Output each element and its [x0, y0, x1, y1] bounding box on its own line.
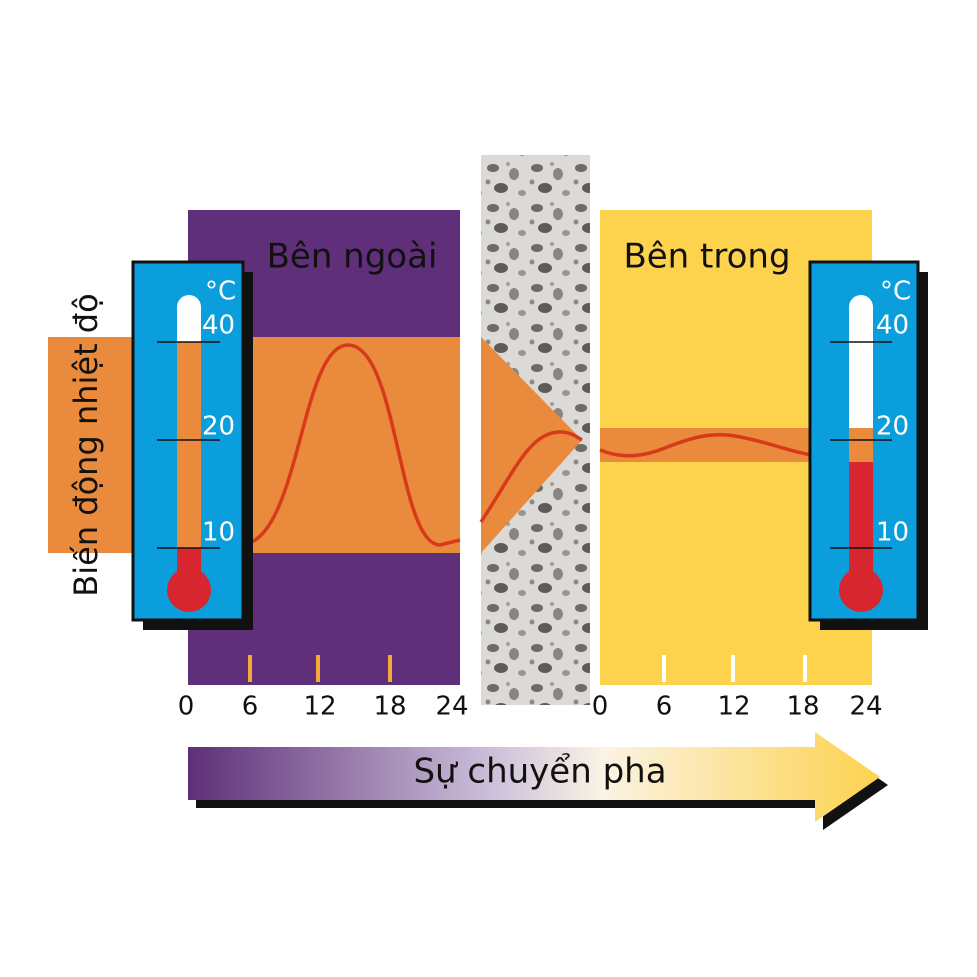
inside-curve	[599, 433, 813, 458]
inside-title: Bên trong	[623, 237, 790, 277]
wall-curve	[479, 430, 583, 523]
tick-label: 6	[656, 692, 673, 722]
tick-label: 24	[435, 692, 468, 722]
tick-label: 12	[303, 692, 336, 722]
tick-label: 12	[717, 692, 750, 722]
scale-label: 10	[876, 518, 909, 548]
outside-title: Bên ngoài	[267, 237, 438, 277]
unit: °C	[880, 277, 911, 307]
outside-tick-marks	[248, 655, 392, 682]
tick-label: 18	[373, 692, 406, 722]
scale-label: 40	[876, 311, 909, 341]
arrow-label: Sự chuyển pha	[413, 752, 666, 792]
unit: °C	[205, 277, 236, 307]
inside-thermometer: °C 40 20 10	[808, 260, 928, 630]
y-label: Biến động nhiệt độ	[67, 293, 105, 596]
tick-label: 24	[849, 692, 882, 722]
tick-label: 6	[242, 692, 259, 722]
scale-label: 40	[202, 311, 235, 341]
outside-curve	[239, 343, 461, 547]
tick-label: 0	[178, 692, 195, 722]
phase-arrow	[188, 732, 880, 822]
inside-tick-marks	[662, 655, 807, 682]
tick-label: 18	[786, 692, 819, 722]
scale-label: 10	[202, 518, 235, 548]
tick-label: 0	[592, 692, 609, 722]
scale-label: 20	[202, 412, 235, 442]
outside-thermometer: °C 40 20 10	[131, 260, 253, 630]
fluctuation-band	[48, 337, 460, 553]
scale-label: 20	[876, 412, 909, 442]
